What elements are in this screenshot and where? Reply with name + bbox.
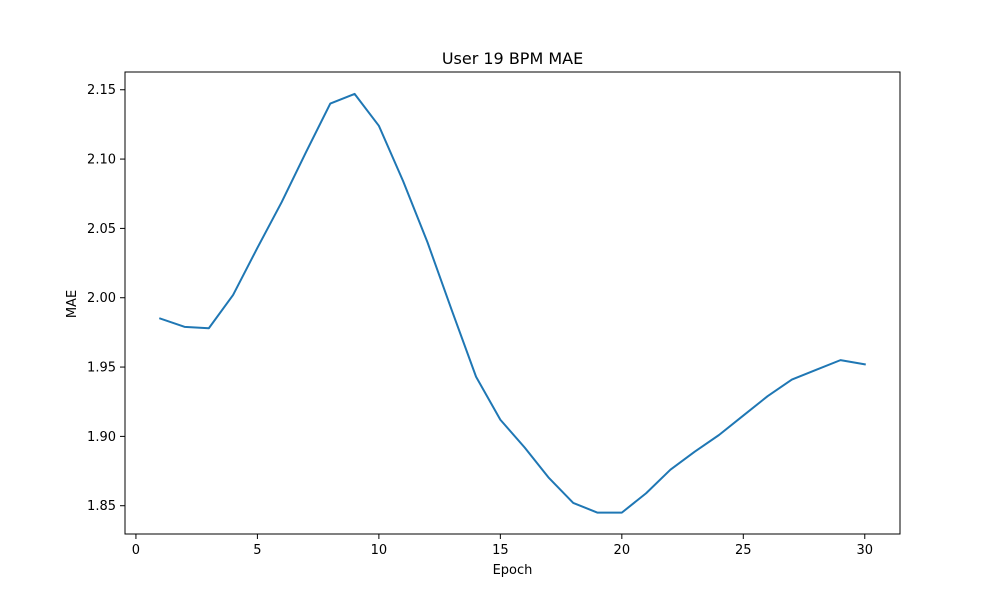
x-tick-label: 10	[371, 543, 388, 558]
chart-title: User 19 BPM MAE	[442, 49, 583, 68]
y-tick-label: 1.85	[87, 499, 116, 514]
y-tick-label: 1.90	[87, 430, 116, 445]
x-axis-label: Epoch	[493, 563, 533, 578]
x-tick-label: 20	[614, 543, 631, 558]
x-tick-label: 0	[132, 543, 140, 558]
plot-frame	[124, 71, 901, 535]
y-axis: 1.85 1.90 1.95 2.00 2.05 2.10 2.15	[87, 83, 125, 514]
y-tick-label: 2.05	[87, 222, 116, 237]
x-tick-label: 15	[492, 543, 509, 558]
x-tick-label: 5	[253, 543, 261, 558]
y-tick-label: 2.15	[87, 83, 116, 98]
y-tick-label: 1.95	[87, 361, 116, 376]
y-axis-label: MAE	[65, 290, 80, 318]
y-tick-label: 2.10	[87, 153, 116, 168]
plot-area	[158, 92, 866, 514]
series-line	[158, 92, 866, 514]
x-tick-label: 25	[735, 543, 752, 558]
x-tick-label: 30	[856, 543, 873, 558]
x-axis: 0 5 10 15 20 25 30	[132, 534, 873, 558]
y-tick-label: 2.00	[87, 291, 116, 306]
